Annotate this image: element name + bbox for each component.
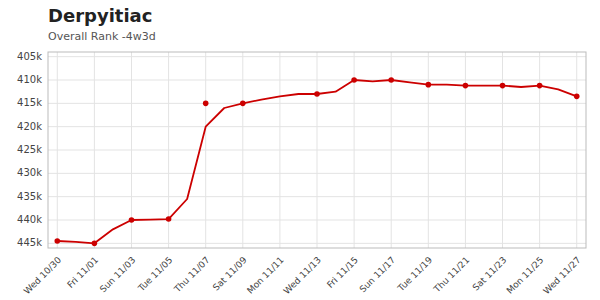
x-grid-line xyxy=(428,52,429,248)
x-grid-line xyxy=(465,52,466,248)
y-tick-label: 445k xyxy=(17,237,42,248)
x-grid-line xyxy=(502,52,503,248)
x-tick-label: Thu 11/07 xyxy=(172,255,212,295)
x-tick-label: Sun 11/17 xyxy=(358,255,398,295)
y-tick-label: 425k xyxy=(17,144,42,155)
marker xyxy=(203,101,209,107)
x-grid-line xyxy=(57,52,58,248)
marker xyxy=(426,82,432,88)
marker xyxy=(314,91,320,97)
x-tick-label: Wed 11/27 xyxy=(541,255,582,296)
x-grid-line xyxy=(317,52,318,248)
marker xyxy=(92,241,98,247)
x-tick-label: Wed 10/30 xyxy=(22,255,64,297)
chart-container: Derpyitiac Overall Rank -4w3d 405k 410k 415k… xyxy=(0,0,600,300)
x-grid-line xyxy=(205,52,206,248)
x-tick-label: Sat 11/23 xyxy=(471,255,509,293)
x-tick-label: Fri 11/15 xyxy=(325,255,360,290)
marker xyxy=(129,217,135,223)
x-tick-label: Fri 11/01 xyxy=(65,255,100,290)
y-tick-label: 415k xyxy=(17,97,42,108)
marker xyxy=(500,83,506,89)
y-tick-label: 440k xyxy=(17,214,42,225)
x-tick-label: Mon 11/25 xyxy=(505,255,546,296)
marker xyxy=(351,77,357,83)
marker xyxy=(240,101,246,107)
marker xyxy=(54,238,60,244)
marker xyxy=(537,83,543,89)
x-grid-line xyxy=(539,52,540,248)
x-tick-label: Sat 11/09 xyxy=(211,255,249,293)
x-grid-line xyxy=(279,52,280,248)
y-tick-label: 420k xyxy=(17,121,42,132)
y-tick-label: 430k xyxy=(17,167,42,178)
x-tick-label: Tue 11/05 xyxy=(136,255,175,294)
title: Derpyitiac xyxy=(48,5,152,26)
x-grid-line xyxy=(242,52,243,248)
plot-frame xyxy=(48,52,586,248)
y-tick-label: 405k xyxy=(17,51,42,62)
y-tick-label: 435k xyxy=(17,191,42,202)
chart: Derpyitiac Overall Rank -4w3d 405k 410k 415k… xyxy=(0,0,600,300)
x-grid-line xyxy=(576,52,577,248)
x-tick-label: Mon 11/11 xyxy=(245,255,286,296)
x-grid-line xyxy=(94,52,95,248)
plot-area xyxy=(54,77,579,246)
x-tick-label: Tue 11/19 xyxy=(395,255,434,294)
x-tick-label: Sun 11/03 xyxy=(98,255,138,295)
x-tick-label: Wed 11/13 xyxy=(282,255,323,296)
grid xyxy=(48,52,586,248)
marker xyxy=(166,216,172,222)
marker xyxy=(463,83,469,89)
marker xyxy=(388,77,394,83)
subtitle: Overall Rank -4w3d xyxy=(48,30,156,43)
marker xyxy=(574,94,580,100)
line xyxy=(57,80,576,243)
y-tick-label: 410k xyxy=(17,74,42,85)
x-tick-label: Thu 11/21 xyxy=(431,255,471,295)
